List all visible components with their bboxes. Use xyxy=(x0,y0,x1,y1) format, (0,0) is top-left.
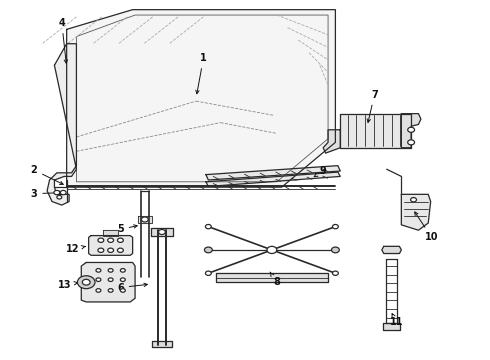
Text: 10: 10 xyxy=(415,212,439,242)
Text: 1: 1 xyxy=(196,53,207,94)
Circle shape xyxy=(60,190,66,195)
Polygon shape xyxy=(81,262,135,302)
Circle shape xyxy=(98,238,104,242)
Circle shape xyxy=(108,289,113,292)
Text: 4: 4 xyxy=(58,18,68,63)
Text: 2: 2 xyxy=(30,165,63,184)
Circle shape xyxy=(121,278,125,282)
Circle shape xyxy=(411,198,416,202)
Circle shape xyxy=(54,190,60,195)
Circle shape xyxy=(332,225,338,229)
Circle shape xyxy=(57,195,62,199)
Text: 6: 6 xyxy=(117,283,147,293)
Text: 12: 12 xyxy=(66,244,85,254)
Circle shape xyxy=(96,289,101,292)
Polygon shape xyxy=(103,230,118,235)
Text: 3: 3 xyxy=(30,189,63,199)
Circle shape xyxy=(267,246,277,253)
Circle shape xyxy=(331,247,339,253)
Circle shape xyxy=(408,127,415,132)
Circle shape xyxy=(108,278,113,282)
Text: 5: 5 xyxy=(117,225,137,234)
Polygon shape xyxy=(67,10,335,187)
Polygon shape xyxy=(138,216,152,223)
Circle shape xyxy=(118,248,123,252)
Circle shape xyxy=(408,140,415,145)
Polygon shape xyxy=(151,228,172,235)
Polygon shape xyxy=(340,114,411,148)
Circle shape xyxy=(96,269,101,272)
Polygon shape xyxy=(47,44,76,205)
Polygon shape xyxy=(206,172,340,186)
Circle shape xyxy=(205,225,211,229)
Polygon shape xyxy=(152,341,171,347)
Circle shape xyxy=(82,279,90,285)
Circle shape xyxy=(108,269,113,272)
Circle shape xyxy=(121,289,125,292)
Text: 9: 9 xyxy=(314,166,326,177)
Circle shape xyxy=(159,229,165,234)
Circle shape xyxy=(98,248,104,252)
Polygon shape xyxy=(401,194,431,230)
Polygon shape xyxy=(401,114,421,148)
Polygon shape xyxy=(89,235,133,255)
Circle shape xyxy=(108,248,114,252)
Circle shape xyxy=(77,276,95,289)
Polygon shape xyxy=(383,323,400,330)
Text: 13: 13 xyxy=(57,280,77,290)
Polygon shape xyxy=(206,166,340,180)
Circle shape xyxy=(108,238,114,242)
Polygon shape xyxy=(382,246,401,253)
Polygon shape xyxy=(323,130,340,153)
Circle shape xyxy=(142,217,148,222)
Circle shape xyxy=(204,247,212,253)
Circle shape xyxy=(96,278,101,282)
Circle shape xyxy=(332,271,338,275)
Circle shape xyxy=(121,269,125,272)
Text: 7: 7 xyxy=(367,90,378,122)
Polygon shape xyxy=(216,273,328,282)
Circle shape xyxy=(205,271,211,275)
Circle shape xyxy=(118,238,123,242)
Text: 11: 11 xyxy=(390,314,403,327)
Text: 8: 8 xyxy=(270,272,280,287)
